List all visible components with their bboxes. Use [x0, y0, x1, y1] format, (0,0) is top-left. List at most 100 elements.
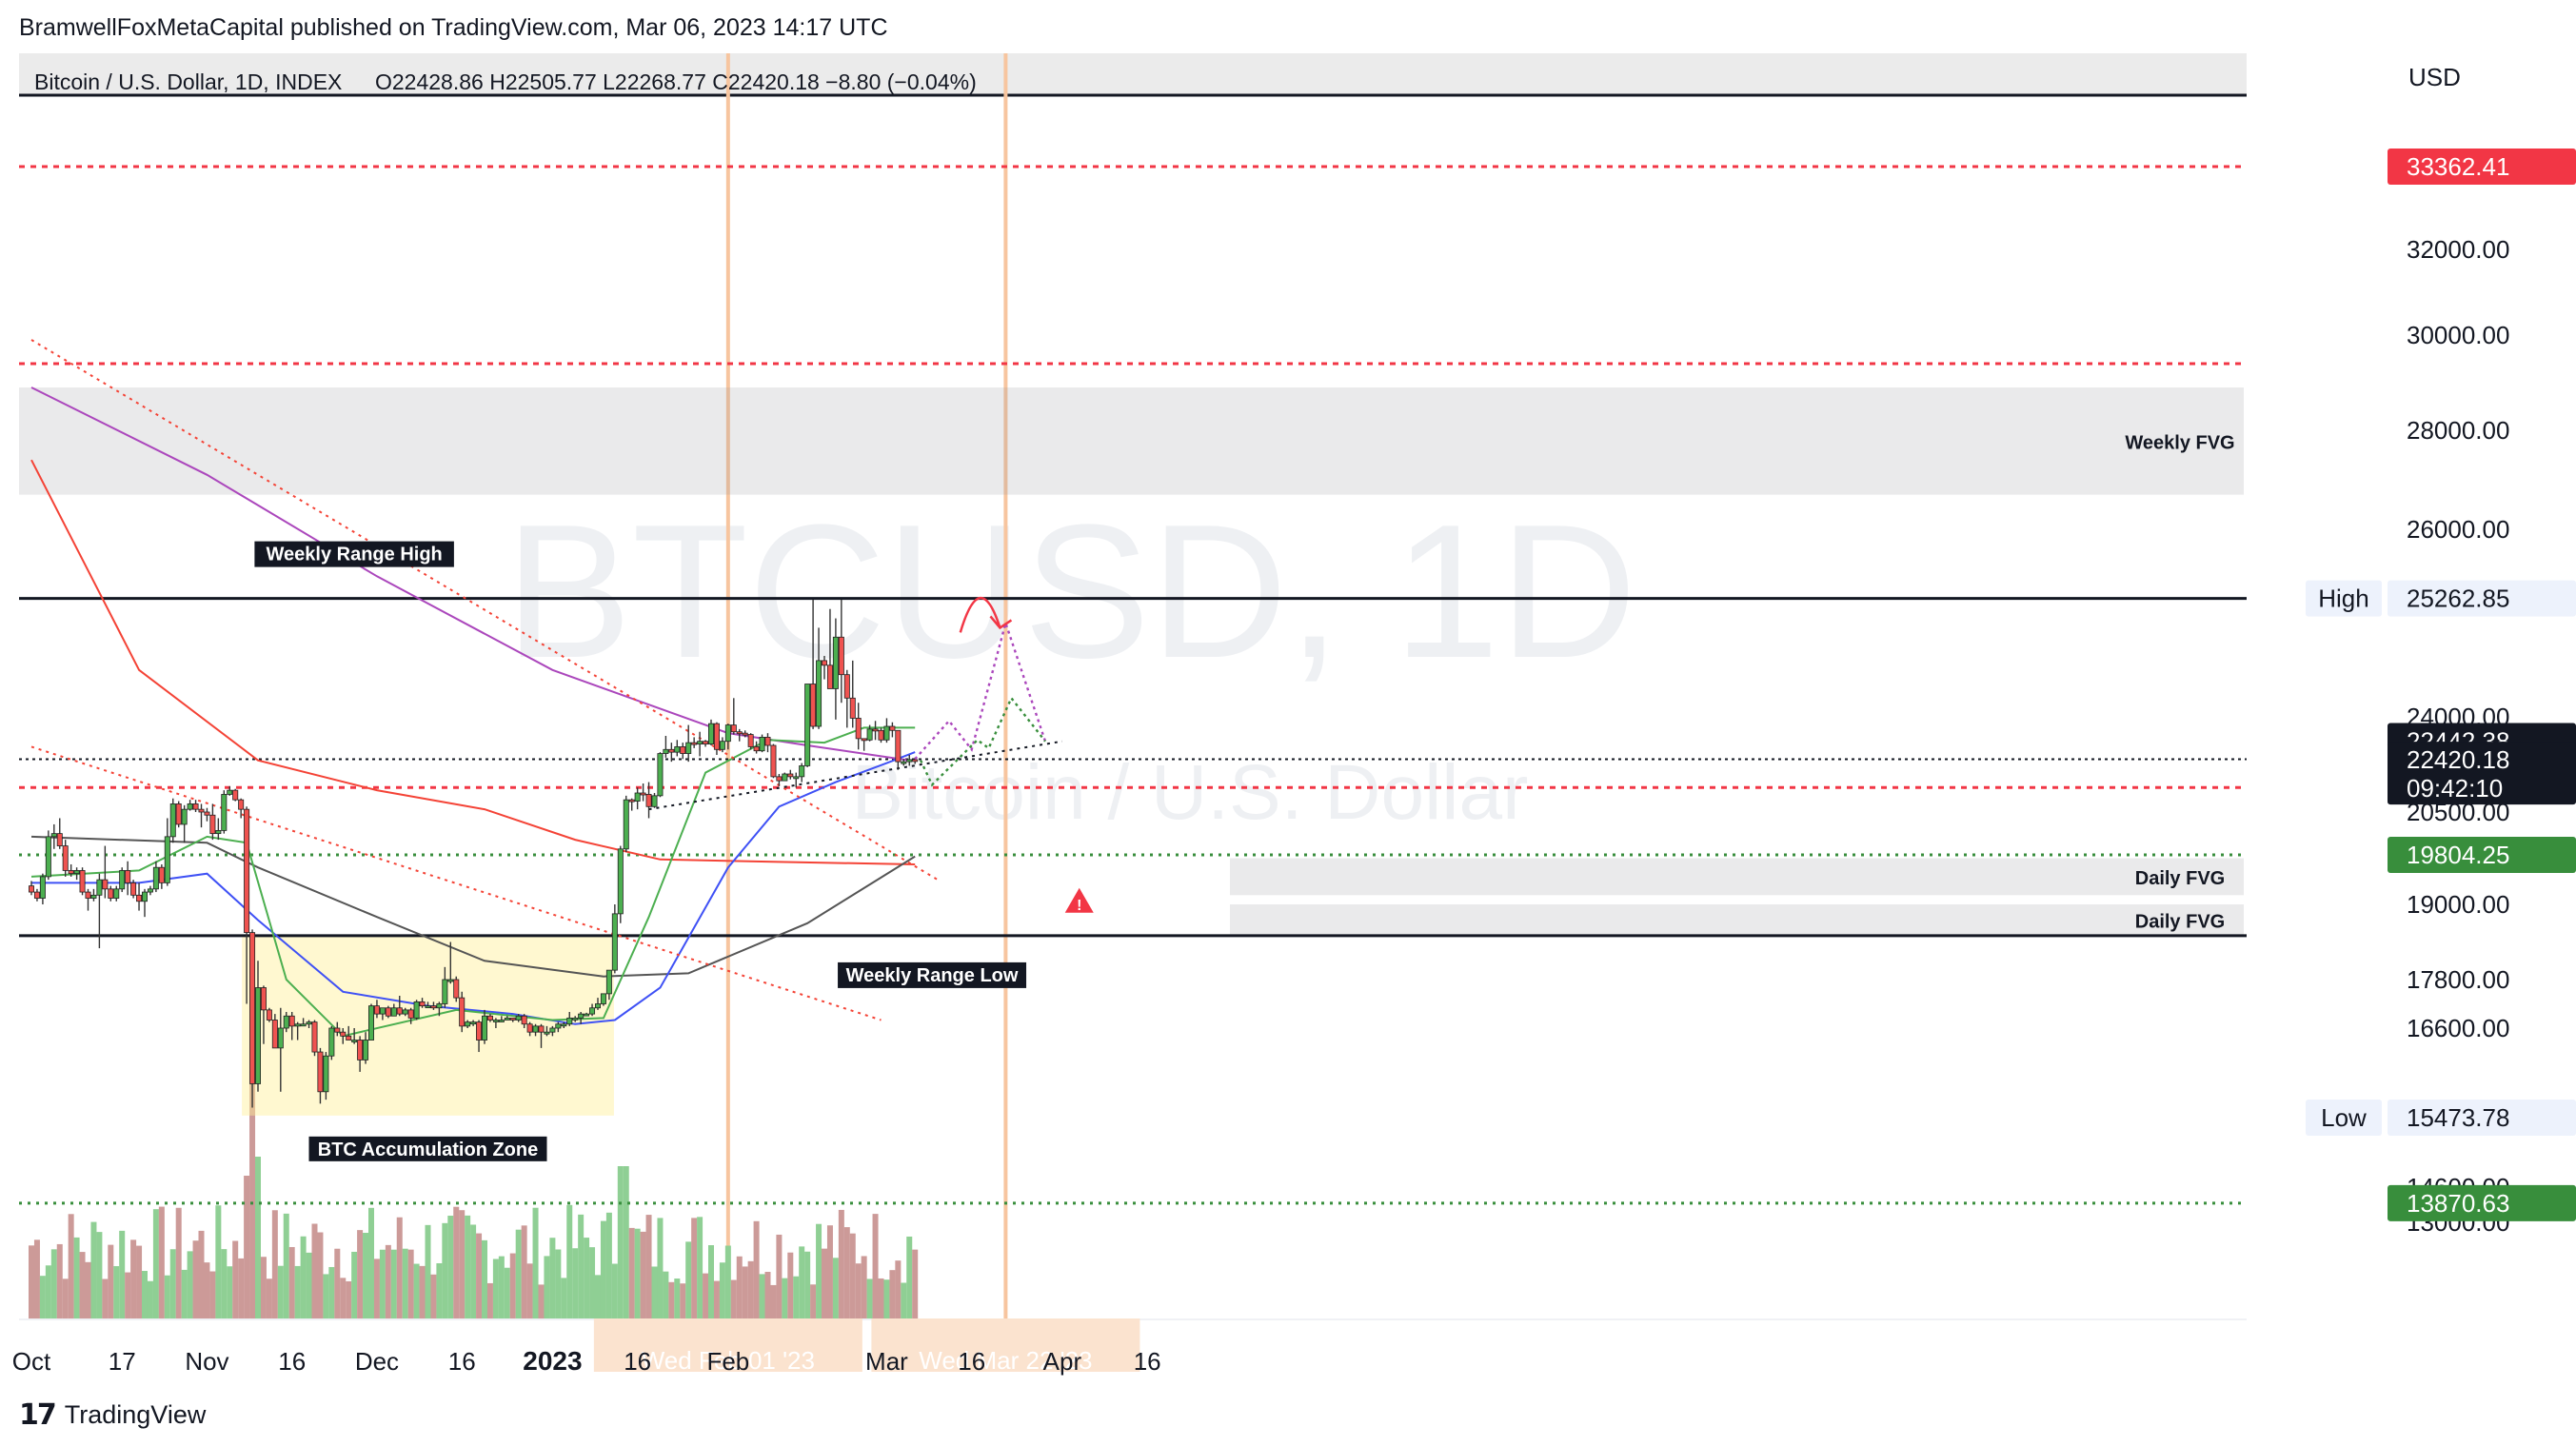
candle-body	[906, 759, 913, 763]
volume-bar	[447, 1216, 454, 1318]
volume-bar	[826, 1225, 833, 1318]
time-tick-label: Dec	[355, 1347, 399, 1376]
volume-bar	[419, 1265, 426, 1318]
volume-bar	[277, 1265, 284, 1318]
volume-bar	[283, 1213, 289, 1318]
volume-bar	[895, 1260, 902, 1318]
zone-2	[1230, 904, 2244, 936]
volume-bar	[804, 1251, 811, 1318]
volume-bar	[764, 1272, 771, 1318]
volume-bar	[68, 1214, 74, 1318]
tradingview-logo-icon: 17	[19, 1397, 57, 1432]
volume-bar	[413, 1263, 420, 1318]
time-tick-label: Feb	[706, 1347, 749, 1376]
candle-body	[866, 728, 873, 741]
volume-bar	[555, 1249, 562, 1318]
volume-bar	[822, 1248, 827, 1318]
volume-bar	[385, 1244, 391, 1318]
candle-body	[634, 792, 641, 802]
price-tick-label: 32000.00	[2407, 235, 2509, 264]
candle-body	[742, 732, 748, 736]
candle-body	[486, 1015, 493, 1021]
publisher-text: BramwellFoxMetaCapital published on Trad…	[19, 13, 888, 41]
volume-bar	[198, 1230, 205, 1318]
tradingview-logo[interactable]: 17 TradingView	[19, 1398, 206, 1432]
volume-bar	[697, 1217, 703, 1318]
volume-bar	[668, 1281, 675, 1318]
candle-body	[419, 1001, 426, 1007]
warning-icon-glyph: !	[1077, 898, 1081, 914]
candle-body	[152, 866, 159, 890]
footer: 17 TradingView	[0, 1382, 2576, 1447]
volume-bar	[799, 1246, 805, 1318]
candle-body	[442, 979, 448, 1004]
chart[interactable]: BTCUSD, 1D Bitcoin / U.S. Dollar Weekly F…	[0, 0, 2576, 1382]
price-label-bg-4	[2388, 836, 2576, 873]
candle-body	[238, 799, 245, 810]
volume-bar	[838, 1209, 844, 1318]
volume-bar	[561, 1278, 567, 1318]
annotation-0: Weekly Range High	[267, 545, 443, 565]
candle-body	[254, 987, 261, 1084]
candle-body	[532, 1025, 539, 1033]
candle-body	[266, 1009, 272, 1021]
volume-bar	[33, 1239, 40, 1318]
candle-body	[379, 1007, 386, 1015]
volume-bar	[600, 1220, 606, 1318]
volume-bar	[685, 1241, 692, 1318]
volume-bar	[816, 1223, 822, 1318]
volume-bar	[584, 1238, 590, 1318]
volume-bar	[878, 1278, 884, 1318]
candle-body	[436, 1003, 443, 1009]
volume-bar	[628, 1227, 635, 1318]
candle-body	[340, 1031, 347, 1037]
volume-bar	[782, 1278, 788, 1318]
candle-body	[861, 738, 867, 742]
price-label-bg-6	[2388, 1184, 2576, 1221]
candle-body	[680, 746, 686, 754]
volume-bar	[351, 1251, 358, 1318]
candle-body	[277, 1027, 284, 1049]
candle-body	[782, 773, 788, 782]
top-band	[19, 53, 2247, 95]
volume-bar	[538, 1284, 545, 1318]
volume-bar	[209, 1271, 216, 1318]
volume-bar	[691, 1218, 698, 1318]
zone-label-3: BTC Accumulation Zone	[318, 1140, 538, 1160]
candle-body	[62, 845, 69, 871]
volume-bar	[147, 1280, 153, 1318]
candle-body	[645, 794, 652, 807]
publisher-bar: BramwellFoxMetaCapital published on Trad…	[0, 0, 2576, 55]
volume-bar	[730, 1279, 737, 1318]
candle-body	[753, 746, 760, 752]
plot-area[interactable]	[19, 53, 2247, 1318]
candle-body	[45, 836, 51, 878]
candle-body	[141, 891, 148, 902]
price-label-3: 22420.18	[2407, 745, 2509, 774]
zone-label-2: Daily FVG	[2135, 911, 2225, 932]
candle-body	[538, 1025, 545, 1033]
volume-bar	[532, 1207, 539, 1318]
axis-currency: USD	[2408, 63, 2461, 91]
candle-body	[227, 789, 233, 795]
volume-bar	[402, 1248, 408, 1318]
candle-body	[544, 1031, 550, 1035]
candle-body	[832, 636, 839, 689]
candle-body	[125, 870, 131, 883]
volume-bar	[340, 1278, 347, 1318]
candle-body	[804, 684, 811, 766]
candle-body	[232, 789, 239, 801]
volume-bar	[906, 1236, 913, 1318]
trendline-0	[30, 339, 939, 881]
volume-bar	[45, 1265, 51, 1318]
annotation-1: Weekly Range Low	[846, 965, 1019, 986]
candle-body	[73, 870, 80, 875]
volume-bar	[249, 1071, 256, 1318]
volume-bars	[29, 1071, 919, 1318]
volume-bar	[640, 1231, 646, 1318]
volume-bar	[901, 1282, 907, 1318]
candle-body	[294, 1023, 301, 1027]
candle-body	[288, 1015, 295, 1027]
candle-body	[425, 1005, 431, 1009]
volume-bar	[255, 1157, 261, 1318]
